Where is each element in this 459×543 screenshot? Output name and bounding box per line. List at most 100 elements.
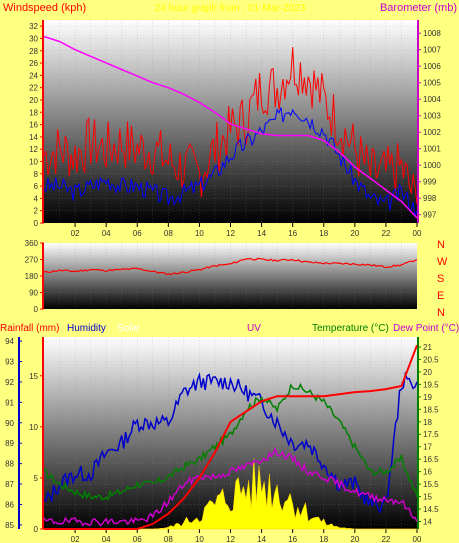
wind-y-tick-label-15: 30 <box>29 34 38 43</box>
rain-xtick-label-7: 16 <box>288 535 297 543</box>
wind-xtick-label-10: 22 <box>381 229 390 238</box>
rain-xtick-label-2: 06 <box>133 535 142 543</box>
baro-y-tick-label-10: 1007 <box>423 46 441 55</box>
series-humidity <box>44 371 418 514</box>
wind-y-tick-label-2: 4 <box>34 194 39 203</box>
wind-axis-title: Windspeed (kph) <box>3 2 86 14</box>
series-direction <box>43 257 418 276</box>
solar-title: Solar <box>117 323 141 334</box>
series-wind-avg <box>43 107 418 217</box>
chart-date-title: 24 hour graph from : 01-Mar-2023 <box>155 3 306 14</box>
compass-labels: N W S E N <box>437 239 448 319</box>
temp-y-tick-label-14: 21 <box>423 343 432 352</box>
compass-n-bottom: N <box>437 307 445 319</box>
direction-chart: 0 90 180 270 360 <box>25 239 418 314</box>
temp-y-tick-label-6: 17 <box>423 443 432 452</box>
temp-y-tick-label-7: 17.5 <box>423 430 439 439</box>
wind-y-tick-label-16: 32 <box>29 22 38 31</box>
wind-xtick-label-7: 16 <box>288 229 297 238</box>
wind-xtick-label-8: 18 <box>319 229 328 238</box>
temp-y-tick-label-11: 19.5 <box>423 380 439 389</box>
wind-y-tick-label-12: 24 <box>29 71 38 80</box>
hum-tick-label-7: 92 <box>5 378 14 387</box>
wind-y-tick-label-7: 14 <box>29 133 38 142</box>
rain-xtick-label-8: 18 <box>319 535 328 543</box>
wind-xtick-label-4: 10 <box>195 229 204 238</box>
temp-y-tick-label-5: 16.5 <box>423 455 439 464</box>
hum-tick-label-6: 91 <box>5 398 14 407</box>
hum-tick-label-4: 89 <box>5 439 14 448</box>
dir-y-tick-label-3: 270 <box>25 256 39 265</box>
temp-y-tick-label-13: 20.5 <box>423 355 439 364</box>
rain-xtick-label-5: 12 <box>226 535 235 543</box>
dewpoint-title: Dew Point (°C) <box>393 323 459 334</box>
wind-chart: 0246810121416182022242628303299799899910… <box>29 20 441 238</box>
wind-xtick-label-3: 08 <box>164 229 173 238</box>
series-rain <box>44 344 418 530</box>
wind-xtick-label-5: 12 <box>226 229 235 238</box>
wind-y-tick-label-9: 18 <box>29 108 38 117</box>
baro-y-tick-label-0: 997 <box>423 211 437 220</box>
wind-y-tick-label-1: 2 <box>34 207 39 216</box>
hum-tick-label-5: 90 <box>5 419 14 428</box>
temp-y-tick-label-1: 14.5 <box>423 505 439 514</box>
baro-y-tick-label-6: 1003 <box>423 112 441 121</box>
rain-xtick-label-10: 22 <box>381 535 390 543</box>
wind-y-tick-label-10: 20 <box>29 96 38 105</box>
temp-y-tick-label-4: 16 <box>423 468 432 477</box>
rain-tick-label-1: 5 <box>34 474 39 483</box>
dir-y-tick-label-1: 90 <box>29 289 38 298</box>
wind-y-tick-label-3: 6 <box>34 182 39 191</box>
baro-y-tick-label-8: 1005 <box>423 79 441 88</box>
temp-y-tick-label-12: 20 <box>423 368 432 377</box>
hum-tick-label-2: 87 <box>5 480 14 489</box>
hum-tick-label-8: 93 <box>5 358 14 367</box>
wind-y-tick-label-8: 16 <box>29 121 38 130</box>
wind-xtick-label-9: 20 <box>350 229 359 238</box>
rain-xtick-label-9: 20 <box>350 535 359 543</box>
wind-y-tick-label-14: 28 <box>29 47 38 56</box>
rain-xtick-label-11: 00 <box>413 535 422 543</box>
hum-tick-label-1: 86 <box>5 500 14 509</box>
wind-xtick-label-6: 14 <box>257 229 266 238</box>
rain-tick-label-2: 10 <box>29 423 38 432</box>
dir-y-tick-label-4: 360 <box>25 239 39 248</box>
baro-y-tick-label-3: 1000 <box>423 161 441 170</box>
rainfall-title: Rainfall (mm) <box>0 323 59 334</box>
wind-xtick-label-2: 06 <box>133 229 142 238</box>
rain-xtick-label-4: 10 <box>195 535 204 543</box>
compass-s: S <box>437 273 444 285</box>
baro-y-tick-label-1: 998 <box>423 194 437 203</box>
rain-tick-label-0: 0 <box>34 525 39 534</box>
wind-xtick-label-11: 00 <box>413 229 422 238</box>
compass-e: E <box>437 290 444 302</box>
temp-y-tick-label-9: 18.5 <box>423 405 439 414</box>
hum-tick-label-0: 85 <box>5 521 14 530</box>
series-gust <box>43 46 418 205</box>
baro-y-tick-label-11: 1008 <box>423 29 441 38</box>
rain-xtick-label-1: 04 <box>102 535 111 543</box>
temp-y-tick-label-3: 15.5 <box>423 480 439 489</box>
wind-xtick-label-0: 02 <box>71 229 80 238</box>
hum-tick-label-9: 94 <box>5 337 14 346</box>
dir-y-tick-label-0: 0 <box>34 305 39 314</box>
temp-y-tick-label-0: 14 <box>423 518 432 527</box>
wind-y-tick-label-6: 12 <box>29 145 38 154</box>
wind-y-tick-label-4: 8 <box>34 170 39 179</box>
rain-xtick-label-3: 08 <box>164 535 173 543</box>
rain-xtick-label-6: 14 <box>257 535 266 543</box>
compass-n-top: N <box>437 239 445 251</box>
series-temperature <box>43 382 418 501</box>
uv-title: UV <box>247 323 261 334</box>
wind-xtick-label-1: 04 <box>102 229 111 238</box>
baro-y-tick-label-5: 1002 <box>423 128 441 137</box>
baro-axis-title: Barometer (mb) <box>380 2 457 14</box>
wind-y-tick-label-11: 22 <box>29 84 38 93</box>
series-baro <box>43 35 418 219</box>
humidity-title: Humidity <box>67 323 106 334</box>
dir-y-tick-label-2: 180 <box>25 272 39 281</box>
hum-tick-label-3: 88 <box>5 460 14 469</box>
baro-y-tick-label-7: 1004 <box>423 95 441 104</box>
baro-y-tick-label-9: 1006 <box>423 62 441 71</box>
